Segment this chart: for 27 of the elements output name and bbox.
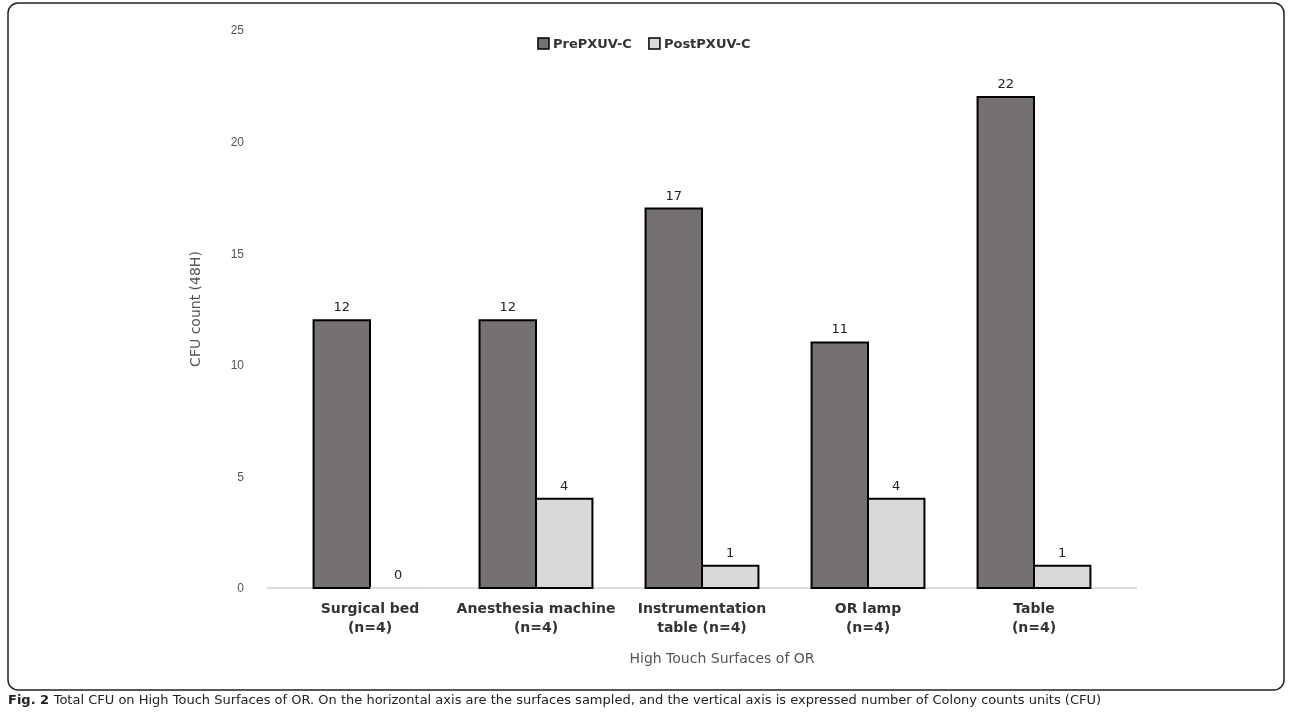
data-label: 4 (560, 477, 569, 493)
x-tick-label: Table (n=4) (1011, 600, 1057, 635)
data-label: 22 (997, 75, 1015, 91)
data-label: 0 (394, 567, 403, 582)
data-label: 11 (831, 321, 849, 337)
y-tick-label: 0 (237, 581, 245, 596)
data-label: 12 (499, 299, 517, 315)
caption: Fig. 2 Total CFU on High Touch Surfaces of OR. On the horizontal axis are the surfaces sampled, and the vertical axis is expressed number of Colony counts units (CFU) (8, 692, 1102, 707)
y-tick-label: 25 (230, 23, 245, 38)
y-tick-label: 5 (237, 469, 245, 484)
data-label: 1 (1058, 544, 1067, 560)
y-tick-label: 10 (230, 358, 245, 373)
bar (312, 319, 371, 589)
data-label: 12 (333, 299, 351, 315)
x-tick-label: Instrumentation table (n=4) (637, 600, 767, 635)
legend-label: PrePXUV-C (553, 36, 632, 51)
x-axis-title: High Touch Surfaces of OR (629, 650, 815, 666)
y-tick-label: 15 (230, 246, 245, 261)
x-tick-label: OR lamp (n=4) (834, 600, 902, 635)
legend-label: PostPXUV-C (663, 36, 751, 51)
x-tick-label: Anesthesia machine (n=4) (456, 600, 616, 635)
data-label: 4 (892, 477, 901, 493)
data-label: 17 (665, 187, 683, 203)
x-tick-label: Surgical bed (n=4) (320, 600, 420, 635)
data-label: 1 (726, 544, 735, 560)
y-axis-title: CFU count (48H) (187, 251, 203, 367)
y-tick-label: 20 (230, 134, 245, 149)
